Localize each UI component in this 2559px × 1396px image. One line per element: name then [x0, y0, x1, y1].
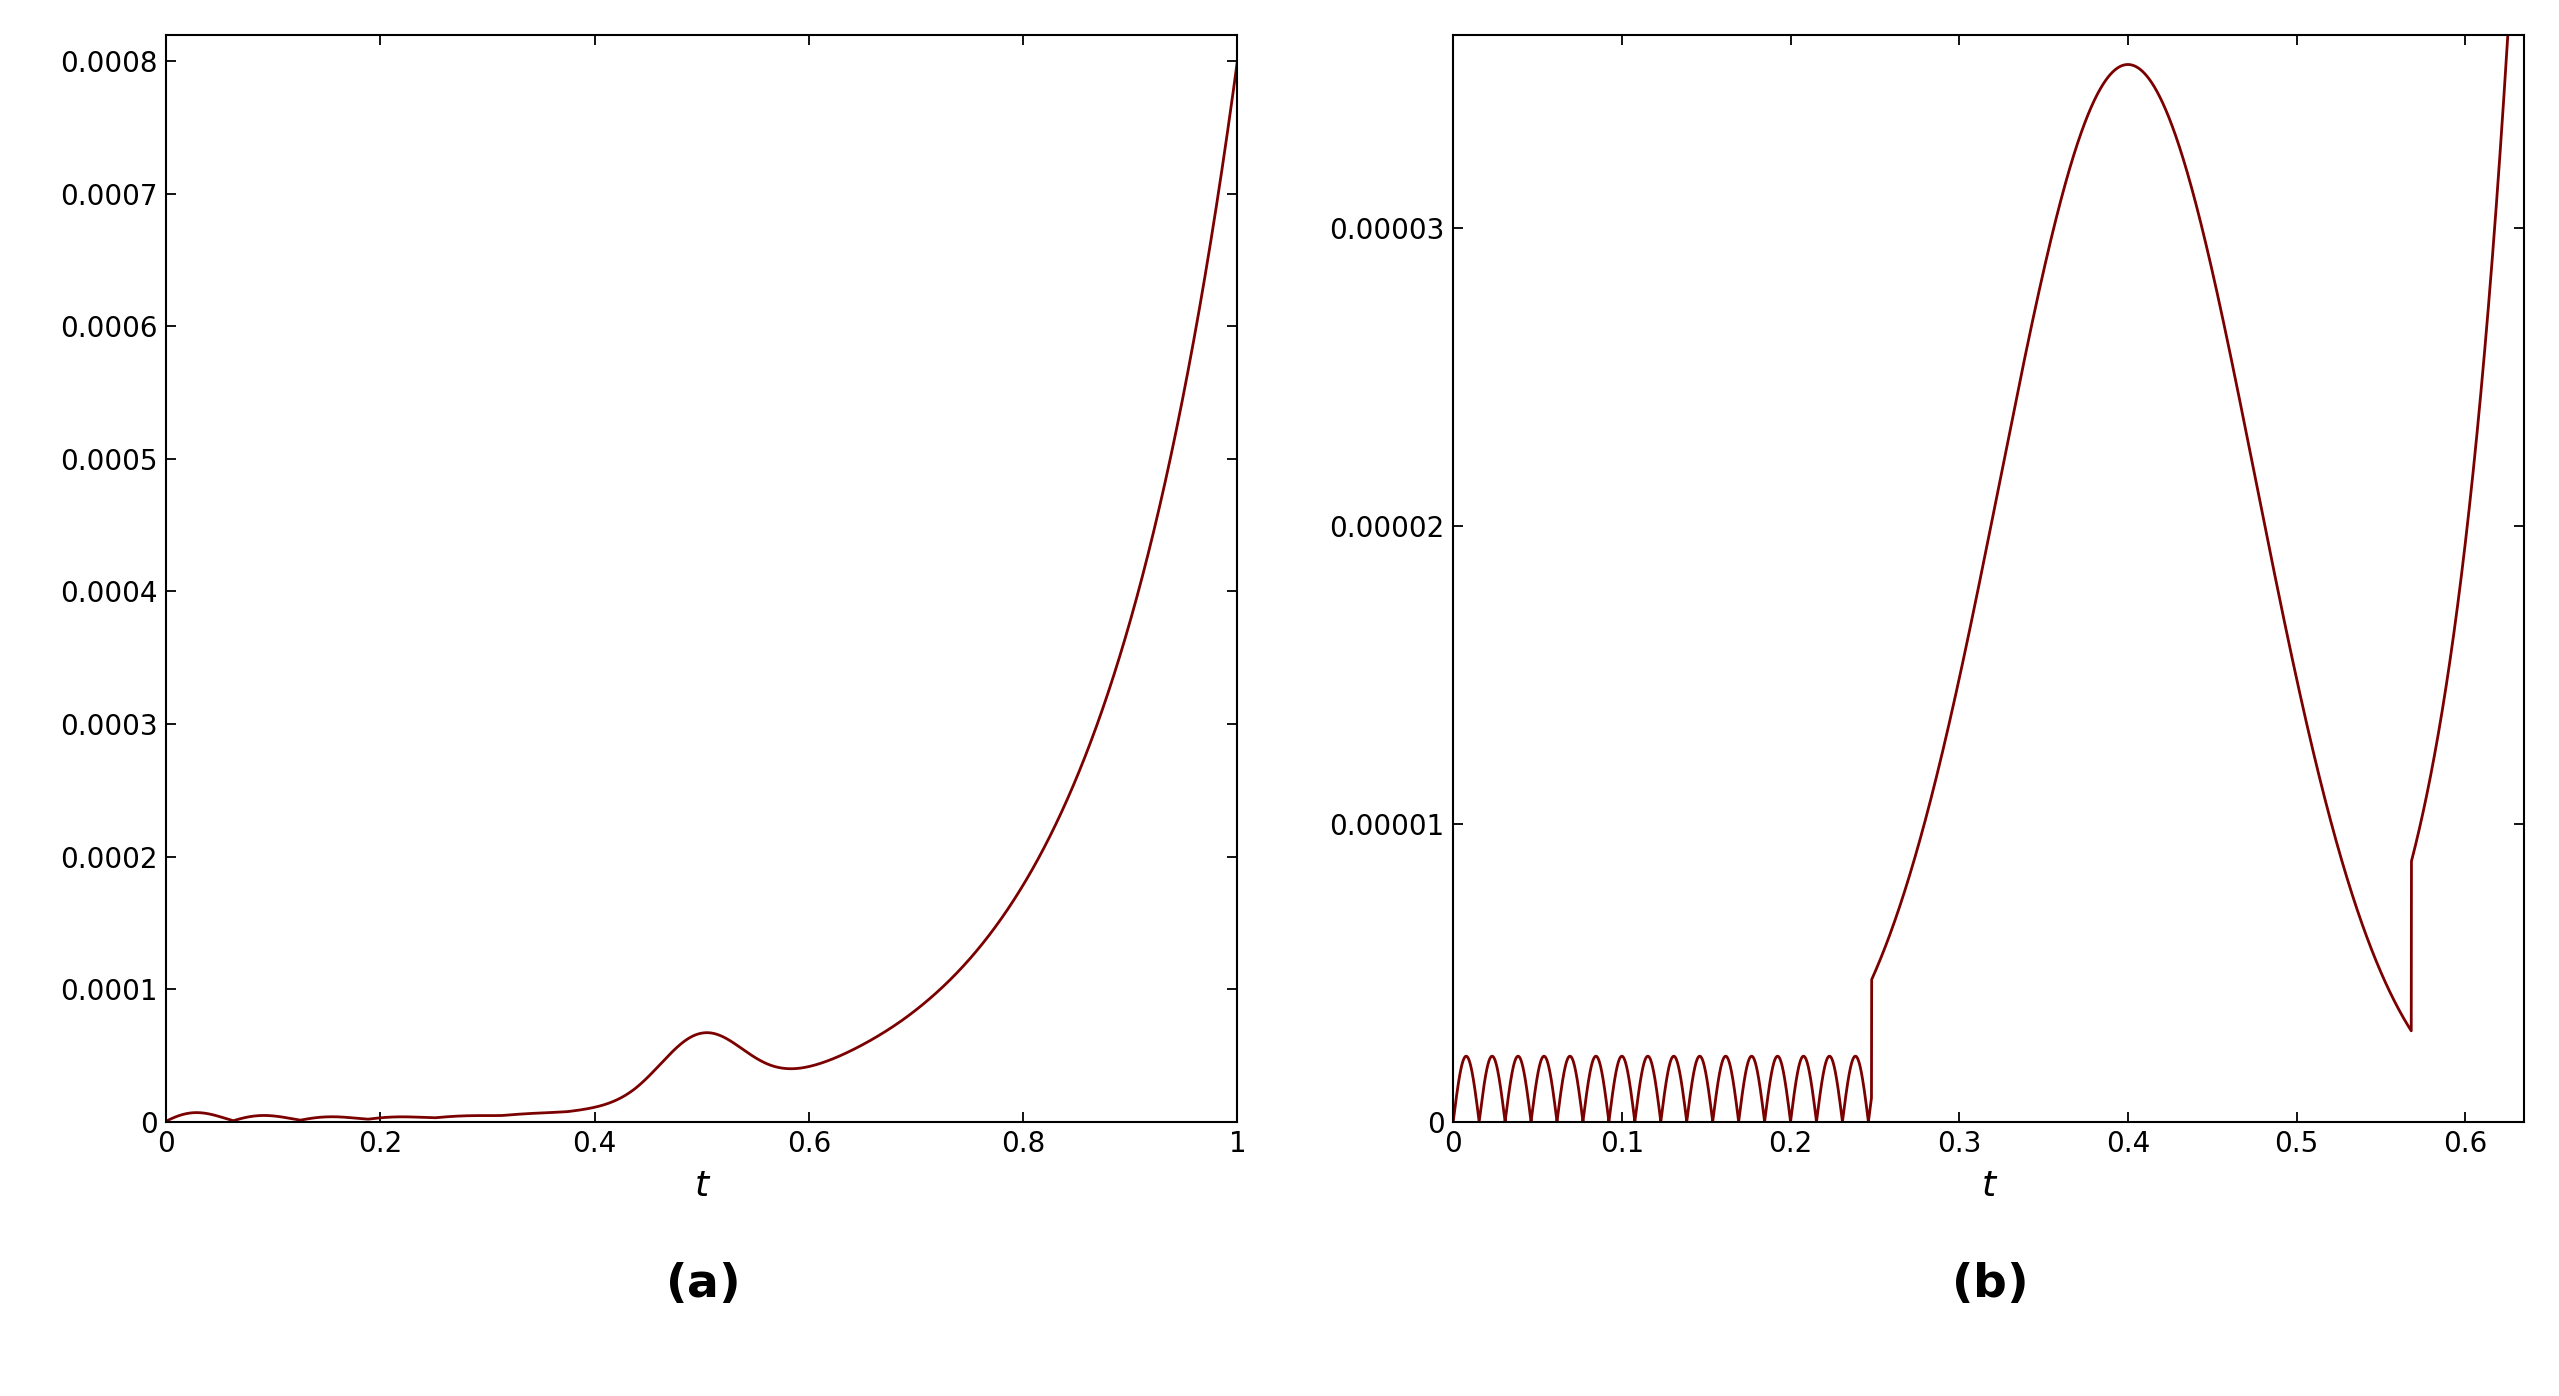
X-axis label: t: t: [693, 1168, 709, 1203]
Text: $\mathbf{(b)}$: $\mathbf{(b)}$: [1950, 1262, 2027, 1307]
Text: $\mathbf{(a)}$: $\mathbf{(a)}$: [665, 1262, 740, 1307]
X-axis label: t: t: [1981, 1168, 1996, 1203]
